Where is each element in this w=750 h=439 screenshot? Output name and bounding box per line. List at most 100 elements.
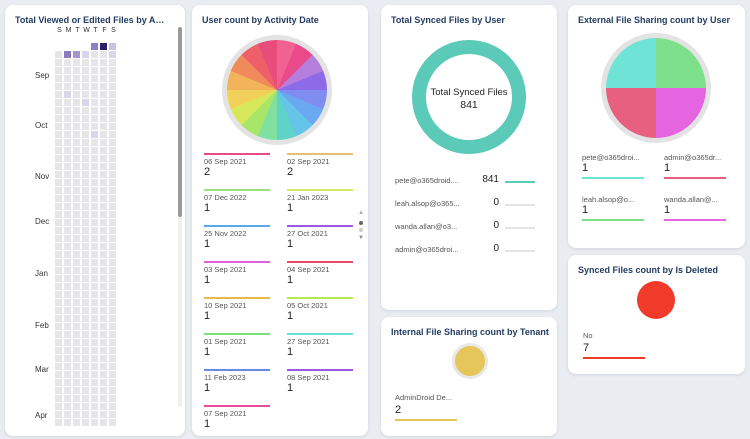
heatmap-cell[interactable] [109,107,116,114]
heatmap-cell[interactable] [55,307,62,314]
heatmap-cell[interactable] [64,347,71,354]
external-user-item[interactable]: leah.alsop@o... 1 [582,195,650,231]
heatmap-cell[interactable] [109,299,116,306]
heatmap-cell[interactable] [91,379,98,386]
heatmap-cell[interactable] [73,195,80,202]
heatmap-cell[interactable] [109,387,116,394]
heatmap-cell[interactable] [91,299,98,306]
heatmap-cell[interactable] [64,395,71,402]
heatmap-cell[interactable] [73,187,80,194]
heatmap-cell[interactable] [64,99,71,106]
heatmap-cell[interactable] [55,51,62,58]
heatmap-cell[interactable] [100,387,107,394]
heatmap-cell[interactable] [55,403,62,410]
heatmap-cell[interactable] [100,83,107,90]
heatmap-cell[interactable] [64,115,71,122]
heatmap-cell[interactable] [91,163,98,170]
heatmap-cell[interactable] [91,283,98,290]
heatmap-cell[interactable] [100,171,107,178]
heatmap-cell[interactable] [73,291,80,298]
heatmap-cell[interactable] [91,123,98,130]
heatmap-cell[interactable] [73,51,80,58]
heatmap-cell[interactable] [100,403,107,410]
heatmap-cell[interactable] [55,339,62,346]
heatmap-cell[interactable] [55,387,62,394]
heatmap-cell[interactable] [73,307,80,314]
heatmap-cell[interactable] [82,67,89,74]
activity-date-item[interactable]: 07 Sep 2021 1 [204,405,276,436]
heatmap-cell[interactable] [109,59,116,66]
heatmap-cell[interactable] [55,331,62,338]
heatmap-cell[interactable] [91,227,98,234]
heatmap-cell[interactable] [73,339,80,346]
heatmap-cell[interactable] [100,211,107,218]
heatmap-cell[interactable] [55,203,62,210]
activity-date-item[interactable]: 01 Sep 2021 1 [204,333,276,367]
heatmap-cell[interactable] [109,91,116,98]
heatmap-cell[interactable] [109,371,116,378]
heatmap-cell[interactable] [82,411,89,418]
external-user-item[interactable]: wanda.allan@... 1 [664,195,732,231]
heatmap-cell[interactable] [91,363,98,370]
heatmap-cell[interactable] [73,99,80,106]
heatmap-cell[interactable] [109,419,116,426]
heatmap-cell[interactable] [64,227,71,234]
heatmap-cell[interactable] [64,155,71,162]
heatmap-cell[interactable] [100,187,107,194]
heatmap-cell[interactable] [82,195,89,202]
heatmap-cell[interactable] [64,275,71,282]
heatmap-cell[interactable] [109,307,116,314]
heatmap-cell[interactable] [91,315,98,322]
activity-date-item[interactable]: 05 Oct 2021 1 [287,297,359,331]
heatmap-cell[interactable] [82,51,89,58]
heatmap-cell[interactable] [109,139,116,146]
heatmap-cell[interactable] [55,163,62,170]
heatmap-cell[interactable] [55,123,62,130]
heatmap-cell[interactable] [82,395,89,402]
heatmap-cell[interactable] [109,43,116,50]
heatmap-cell[interactable] [100,299,107,306]
heatmap-cell[interactable] [82,355,89,362]
heatmap-cell[interactable] [73,251,80,258]
heatmap-cell[interactable] [91,395,98,402]
heatmap-cell[interactable] [91,91,98,98]
activity-date-item[interactable]: 07 Dec 2022 1 [204,189,276,223]
heatmap-cell[interactable] [91,67,98,74]
heatmap-cell[interactable] [82,227,89,234]
heatmap-cell[interactable] [64,91,71,98]
heatmap-cell[interactable] [64,107,71,114]
heatmap-cell[interactable] [109,115,116,122]
heatmap-cell[interactable] [64,139,71,146]
heatmap-cell[interactable] [82,363,89,370]
heatmap-cell[interactable] [55,59,62,66]
heatmap-cell[interactable] [64,51,71,58]
heatmap-cell[interactable] [55,91,62,98]
heatmap-cell[interactable] [64,371,71,378]
heatmap-cell[interactable] [55,371,62,378]
heatmap-cell[interactable] [64,59,71,66]
activity-date-item[interactable]: 27 Oct 2021 1 [287,225,359,259]
heatmap-cell[interactable] [55,355,62,362]
heatmap-cell[interactable] [109,219,116,226]
heatmap-cell[interactable] [73,123,80,130]
heatmap-cell[interactable] [73,379,80,386]
heatmap-cell[interactable] [100,259,107,266]
heatmap-cell[interactable] [73,419,80,426]
heatmap-cell[interactable] [73,75,80,82]
heatmap-cell[interactable] [55,419,62,426]
heatmap-cell[interactable] [64,259,71,266]
heatmap-cell[interactable] [100,107,107,114]
heatmap-cell[interactable] [91,259,98,266]
heatmap-cell[interactable] [82,403,89,410]
activity-date-item[interactable]: 21 Jan 2023 1 [287,189,359,223]
heatmap-cell[interactable] [82,99,89,106]
heatmap-cell[interactable] [109,187,116,194]
heatmap-cell[interactable] [55,291,62,298]
heatmap-cell[interactable] [82,315,89,322]
heatmap-cell[interactable] [109,403,116,410]
heatmap-cell[interactable] [91,43,98,50]
heatmap-cell[interactable] [55,243,62,250]
heatmap-cell[interactable] [91,291,98,298]
heatmap-cell[interactable] [109,323,116,330]
heatmap-cell[interactable] [91,171,98,178]
